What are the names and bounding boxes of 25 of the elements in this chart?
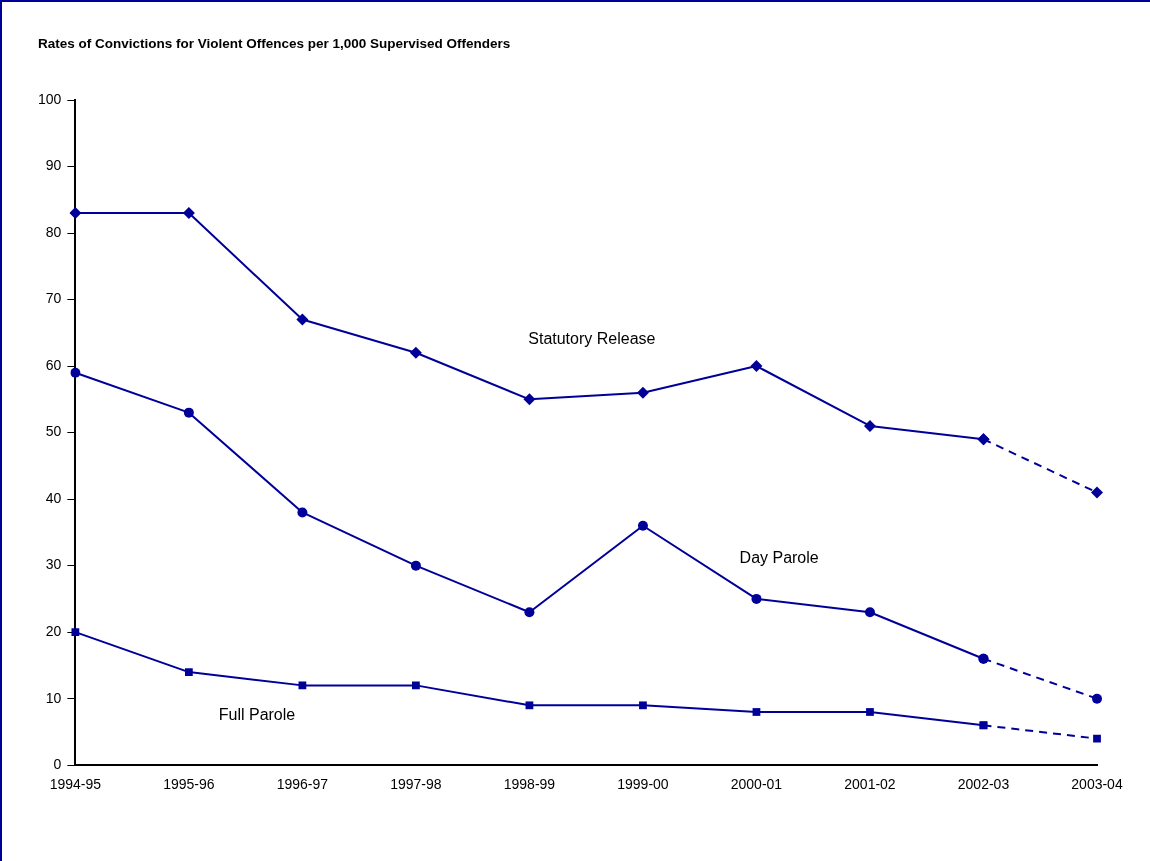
- y-tick-label: 30: [45, 556, 62, 573]
- x-tick-label: 2001-02: [844, 776, 896, 793]
- series-label: Day Parole: [739, 549, 819, 567]
- y-tick-label: 80: [45, 223, 62, 240]
- y-tick-label: 40: [45, 489, 62, 506]
- x-tick-label: 2000-01: [730, 776, 783, 793]
- y-tick-label: 50: [45, 423, 62, 440]
- y-tick-label: 60: [45, 356, 62, 373]
- series-label: Full Parole: [218, 705, 296, 723]
- x-tick-label: 1999-00: [617, 776, 669, 793]
- chart-title: Rates of Convictions for Violent Offences per 1,000 Supervised Offenders: [38, 36, 511, 51]
- y-tick-label: 70: [45, 290, 62, 307]
- y-tick-label: 90: [45, 157, 62, 174]
- x-tick-label: 1998-99: [503, 776, 556, 793]
- y-tick-label: 0: [53, 756, 62, 773]
- y-tick-label: 100: [38, 90, 62, 107]
- x-tick-label: 1997-98: [390, 776, 442, 793]
- y-tick-label: 20: [45, 623, 62, 640]
- x-tick-label: 1995-96: [163, 776, 215, 793]
- x-tick-label: 1996-97: [276, 776, 329, 793]
- x-tick-label: 1994-95: [49, 776, 102, 793]
- x-tick-label: 2003-04: [1071, 776, 1123, 793]
- x-tick-label: 2002-03: [957, 776, 1010, 793]
- text: Statutory Release: [528, 329, 656, 347]
- y-tick-label: 10: [45, 689, 62, 706]
